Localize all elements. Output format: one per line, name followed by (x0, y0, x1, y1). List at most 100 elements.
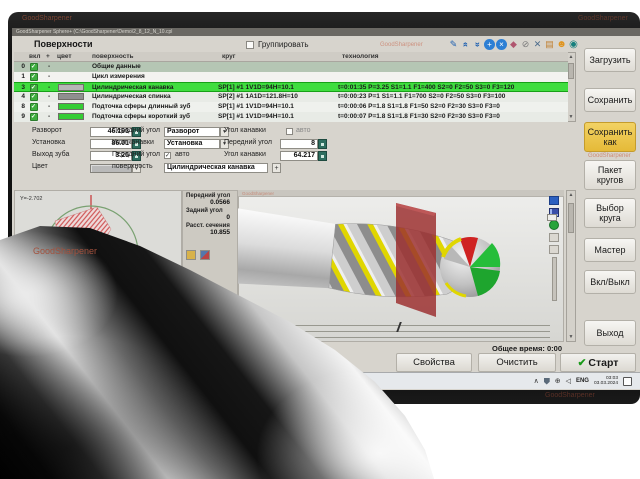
front-angle-spinner[interactable] (318, 139, 327, 149)
col-wheel: круг (222, 53, 236, 60)
tooth-exit-spinner[interactable] (132, 151, 141, 161)
zoom-in-button[interactable] (549, 233, 559, 242)
color-swatch[interactable] (58, 103, 84, 110)
solid-view-icon[interactable] (549, 196, 559, 205)
tooth-exit-field[interactable]: 3.25 (90, 151, 132, 161)
add-icon[interactable]: + (484, 39, 495, 50)
date-label: 03.03.2024 (593, 381, 618, 386)
wheel-pack-button[interactable]: Пакет кругов (584, 160, 636, 190)
flute-angle-auto-checkbox[interactable] (286, 128, 293, 135)
col-plus: + (46, 53, 50, 60)
front-angle-mode-dropdown[interactable]: Разворот (164, 127, 220, 137)
surfaces-label: Поверхности (34, 39, 93, 49)
chevron-down-icon[interactable]: ▼ (220, 127, 229, 137)
color-label: Цвет (32, 163, 48, 170)
notification-icon[interactable] (623, 376, 632, 386)
table-row[interactable]: 4 - Цилиндрическая спинка SP[2] #1 1A1D=… (14, 92, 568, 102)
section-distance-label: Расст. сечения (186, 223, 230, 229)
language-indicator[interactable]: ENG (575, 378, 589, 384)
wheel-select-button[interactable]: Выбор круга (584, 198, 636, 228)
front-angle-field[interactable]: 8 (280, 139, 318, 149)
save-button[interactable]: Сохранить (584, 88, 636, 112)
monitor-brand: GoodSharpener (22, 15, 72, 22)
setup-spinner[interactable] (132, 139, 141, 149)
flute-angle-spinner[interactable] (318, 151, 327, 161)
shield-icon[interactable] (543, 377, 550, 385)
auto-label[interactable]: авто (175, 151, 190, 158)
color-swatch[interactable] (58, 84, 84, 91)
attach-icon[interactable]: ⊘ (521, 39, 530, 49)
surface-toolbar: ✎ « » + × ◆ ⊘ ✕ ▤ ☻ ◉ (448, 38, 579, 51)
view-scrollbar[interactable]: ▲ ▼ (566, 190, 576, 342)
delete-icon[interactable]: × (496, 39, 507, 50)
color-swatch[interactable] (58, 113, 84, 120)
clock[interactable]: 03:03 03.03.2024 (594, 376, 618, 386)
row-checkbox[interactable] (30, 73, 38, 81)
tools-icon[interactable]: ✕ (533, 39, 542, 49)
volume-icon[interactable]: ◁ (565, 378, 571, 385)
front-angle-readout-value: 0.0566 (210, 199, 230, 206)
exit-button[interactable]: Выход (584, 320, 636, 346)
chevron-down-icon[interactable]: ▼ (220, 139, 229, 149)
table-row[interactable]: 9 - Подточка сферы короткий зуб SP[1] #1… (14, 112, 568, 122)
surface-field[interactable]: Цилиндрическая канавка (164, 163, 268, 173)
flute-angle-field[interactable]: 64.217 (280, 151, 318, 161)
front-angle-auto-checkbox[interactable] (164, 152, 171, 159)
back-angle-readout-value: 0 (226, 214, 230, 221)
surface-field-label: поверхность (112, 163, 153, 170)
document-title: GoodSharpener Sphere+ (C:\GoodSharpener\… (16, 29, 173, 35)
properties-button[interactable]: Свойства (396, 353, 472, 372)
front-angle-label: Передний угол (224, 139, 272, 146)
col-surface: поверхность (92, 53, 134, 60)
measure-tool-icon[interactable] (186, 250, 196, 260)
table-row-selected[interactable]: 3 - Цилиндрическая канавка SP[1] #1 1V1D… (14, 82, 568, 92)
col-tech: технология (342, 53, 379, 60)
col-on: вкл (29, 53, 41, 60)
setup-field[interactable]: 86.01 (90, 139, 132, 149)
monitor-brand-watermark: GoodSharpener (545, 392, 595, 399)
row-checkbox[interactable] (30, 113, 38, 121)
start-button[interactable]: ✔ Старт (560, 353, 636, 372)
eye-icon[interactable]: ◉ (569, 39, 578, 50)
row-checkbox[interactable] (30, 63, 38, 71)
flute-angle-auto-label: Угол канавки (224, 127, 266, 134)
on-off-button[interactable]: Вкл/Выкл (584, 270, 636, 294)
edit-icon[interactable]: ✎ (449, 39, 458, 49)
smiley-icon[interactable]: ☻ (556, 39, 567, 50)
y-coordinate-readout: Y=-2.702 (20, 196, 43, 202)
table-row[interactable]: 0 - Общие данные (14, 62, 568, 72)
network-icon[interactable]: ⊕ (554, 378, 561, 385)
table-header (14, 52, 568, 62)
chevron-up-icon[interactable]: ∧ (533, 378, 539, 385)
row-checkbox[interactable] (30, 93, 38, 101)
section-tool-icon[interactable] (200, 250, 210, 260)
color-picker-swatch[interactable] (90, 164, 132, 173)
save-as-button[interactable]: Сохранить как (584, 122, 636, 152)
add-surface-button[interactable]: + (272, 163, 281, 173)
row-checkbox[interactable] (30, 84, 38, 92)
rotation-field[interactable]: 46.193 (90, 127, 132, 137)
flute-angle-mode-dropdown[interactable]: Установка (164, 139, 220, 149)
move-down-icon[interactable]: » (473, 41, 483, 47)
play-icon[interactable] (549, 220, 559, 230)
table-row[interactable]: 1 - Цикл измерения (14, 72, 568, 82)
rotation-spinner[interactable] (132, 127, 141, 137)
master-button[interactable]: Мастер (584, 238, 636, 262)
back-angle-readout-label: Задний угол (186, 208, 223, 214)
paint-icon[interactable]: ◆ (510, 39, 517, 49)
zoom-out-button[interactable] (549, 245, 559, 254)
group-label[interactable]: Группировать (258, 40, 309, 49)
clear-button[interactable]: Очистить (478, 353, 556, 372)
color-dropdown-button[interactable]: ▾ (132, 164, 141, 173)
color-swatch[interactable] (58, 93, 84, 100)
auto-label[interactable]: авто (296, 127, 311, 134)
table-row[interactable]: 8 - Подточка сферы длинный зуб SP[1] #1 … (14, 102, 568, 112)
timeline-track[interactable] (246, 337, 550, 338)
load-button[interactable]: Загрузить (584, 48, 636, 72)
row-checkbox[interactable] (30, 103, 38, 111)
photo-watermark: GoodSharpener (33, 246, 98, 256)
layers-icon[interactable]: ▤ (545, 39, 554, 49)
group-checkbox[interactable] (246, 41, 254, 49)
window-titlebar[interactable]: GoodSharpener Sphere+ (C:\GoodSharpener\… (12, 28, 640, 36)
speed-slider[interactable] (551, 257, 557, 301)
